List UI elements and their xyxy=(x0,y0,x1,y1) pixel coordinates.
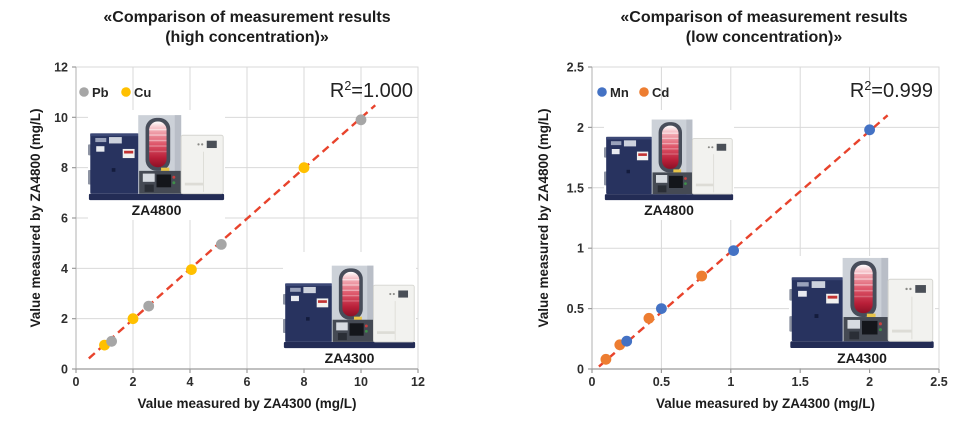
legend-label-Cd: Cd xyxy=(652,85,669,100)
data-point xyxy=(215,239,227,250)
instrument-photo-za4300: ZA4300 xyxy=(283,252,416,368)
spectrometer-art xyxy=(88,115,225,201)
legend: Pb Cu xyxy=(79,85,151,100)
r-squared-label: R2=1.000 xyxy=(330,79,413,102)
chart-title-line2: (high concentration)» xyxy=(165,29,329,46)
data-point xyxy=(298,162,310,174)
svg-text:10: 10 xyxy=(354,375,368,389)
svg-text:0: 0 xyxy=(577,363,584,377)
legend-marker-Cu xyxy=(121,87,131,97)
tick-marks xyxy=(72,66,419,373)
svg-text:12: 12 xyxy=(411,375,425,389)
x-axis-title: Value measured by ZA4300 (mg/L) xyxy=(656,396,875,411)
data-point xyxy=(143,300,155,312)
x-tick-labels: 0 2 4 6 8 10 12 xyxy=(73,375,425,389)
svg-text:6: 6 xyxy=(244,375,251,389)
legend: Mn Cd xyxy=(597,85,669,100)
svg-text:0: 0 xyxy=(61,363,68,377)
spectrometer-illustration xyxy=(789,256,935,349)
series-Mn-points xyxy=(621,124,875,347)
data-point xyxy=(106,335,117,347)
scatter-chart-high-concentration: 0 2 4 6 8 10 12 0 2 4 6 8 10 12 Value measured by ZA43… xyxy=(28,61,425,412)
svg-text:6: 6 xyxy=(61,212,68,226)
svg-text:8: 8 xyxy=(301,375,308,389)
axes xyxy=(591,67,939,370)
svg-text:0: 0 xyxy=(73,375,80,389)
spectrometer-illustration xyxy=(283,252,416,349)
svg-text:0.5: 0.5 xyxy=(653,375,670,389)
instrument-photo-za4300: ZA4300 xyxy=(789,256,935,368)
series-Pb-points xyxy=(106,114,367,347)
series-Cd-points xyxy=(600,270,708,365)
svg-text:2.5: 2.5 xyxy=(567,61,584,75)
data-point xyxy=(864,124,875,136)
legend-label-Mn: Mn xyxy=(610,85,629,100)
legend-marker-Pb xyxy=(79,87,89,97)
y-tick-labels: 0 0.5 1 1.5 2 2.5 xyxy=(567,61,584,377)
chart-panel-low-concentration: «Comparison of measurement results (low … xyxy=(486,0,971,442)
legend-marker-Cd xyxy=(639,87,649,97)
instrument-label-za4300: ZA4300 xyxy=(324,350,375,366)
data-point xyxy=(643,312,655,324)
data-point xyxy=(355,114,367,126)
r-squared-label: R2=0.999 xyxy=(850,79,933,102)
y-axis-title: Value measured by ZA4800 (mg/L) xyxy=(28,108,43,327)
instrument-label-za4800: ZA4800 xyxy=(644,202,694,218)
svg-text:0: 0 xyxy=(589,375,596,389)
svg-text:12: 12 xyxy=(54,61,68,75)
svg-text:0.5: 0.5 xyxy=(567,302,584,316)
x-axis-title: Value measured by ZA4300 (mg/L) xyxy=(137,396,356,411)
svg-text:2: 2 xyxy=(866,375,873,389)
svg-text:4: 4 xyxy=(187,375,194,389)
chart-title-high: «Comparison of measurement results (high… xyxy=(47,8,447,48)
svg-text:1: 1 xyxy=(727,375,734,389)
svg-text:2: 2 xyxy=(130,375,137,389)
spectrometer-art xyxy=(789,257,934,349)
data-point xyxy=(186,264,197,275)
chart-panel-high-concentration: «Comparison of measurement results (high… xyxy=(0,0,485,442)
svg-text:10: 10 xyxy=(54,111,68,125)
spectrometer-art xyxy=(604,119,734,201)
instrument-label-za4800: ZA4800 xyxy=(131,202,182,218)
chart-title-line1: «Comparison of measurement results xyxy=(103,9,391,26)
svg-text:1: 1 xyxy=(577,242,584,256)
chart-title-line2: (low concentration)» xyxy=(685,29,843,46)
data-point xyxy=(621,335,633,347)
instrument-photo-za4800: ZA4800 xyxy=(88,110,225,220)
legend-marker-Mn xyxy=(597,87,607,97)
data-point xyxy=(728,245,739,256)
trendline xyxy=(598,114,889,368)
chart-title-low: «Comparison of measurement results (low … xyxy=(564,8,964,48)
tick-marks xyxy=(588,66,940,373)
svg-text:4: 4 xyxy=(61,262,68,276)
data-point xyxy=(696,270,708,282)
scatter-chart-low-concentration: 0 0.5 1 1.5 2 2.5 0 0.5 1 1.5 2 2.5 Value measured b… xyxy=(536,61,948,412)
svg-text:2.5: 2.5 xyxy=(930,375,947,389)
spectrometer-illustration xyxy=(604,110,734,201)
data-point xyxy=(656,303,667,314)
spectrometer-art xyxy=(283,265,416,349)
data-point xyxy=(127,313,139,325)
legend-label-Cu: Cu xyxy=(134,85,151,100)
y-axis-title: Value measured by ZA4800 (mg/L) xyxy=(536,108,551,327)
instrument-label-za4300: ZA4300 xyxy=(837,350,887,366)
x-tick-labels: 0 0.5 1 1.5 2 2.5 xyxy=(589,375,948,389)
svg-text:2: 2 xyxy=(577,121,584,135)
svg-text:1.5: 1.5 xyxy=(792,375,809,389)
chart-title-line1: «Comparison of measurement results xyxy=(620,9,908,26)
svg-text:8: 8 xyxy=(61,161,68,175)
data-point xyxy=(600,353,612,365)
instrument-photo-za4800: ZA4800 xyxy=(604,110,734,220)
trendline xyxy=(88,104,377,360)
svg-text:1.5: 1.5 xyxy=(567,181,584,195)
spectrometer-illustration xyxy=(88,110,225,201)
y-tick-labels: 0 2 4 6 8 10 12 xyxy=(54,61,68,377)
legend-label-Pb: Pb xyxy=(92,85,109,100)
svg-text:2: 2 xyxy=(61,312,68,326)
